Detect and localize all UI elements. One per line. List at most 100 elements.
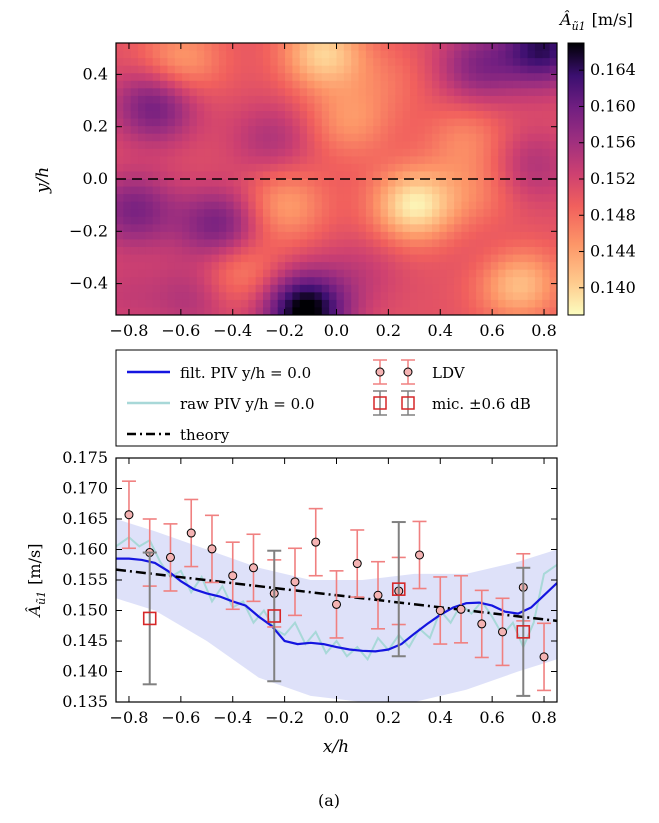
- heatmap-cell: [226, 111, 235, 120]
- heatmap-cell: [277, 133, 286, 142]
- heatmap-cell: [402, 299, 411, 309]
- heatmap-cell: [498, 73, 507, 82]
- heatmap-cell: [468, 148, 477, 157]
- heatmap-cell: [145, 95, 154, 105]
- heatmap-cell: [446, 118, 455, 127]
- heatmap-cell: [240, 247, 249, 256]
- heatmap-cell: [446, 254, 455, 263]
- heatmap-cell: [307, 73, 316, 82]
- heatmap-cell: [204, 126, 213, 135]
- heatmap-cell: [263, 103, 271, 112]
- heatmap-cell: [138, 95, 146, 105]
- heatmap-cell: [468, 231, 477, 241]
- heatmap-cell: [402, 224, 411, 233]
- heatmap-cell: [196, 201, 205, 210]
- heatmap-cell: [454, 179, 463, 188]
- heatmap-cell: [387, 269, 396, 278]
- heatmap-cell: [505, 126, 514, 135]
- heatmap-cell: [446, 126, 455, 135]
- heatmap-cell: [123, 186, 132, 195]
- heatmap-cell: [380, 262, 389, 271]
- heatmap-cell: [130, 88, 139, 97]
- heatmap-cell: [299, 103, 308, 112]
- line-y-tick-label: 0.165: [62, 509, 108, 528]
- heatmap-cell: [402, 254, 411, 263]
- heatmap-cell: [329, 231, 338, 241]
- heatmap-cell: [152, 186, 161, 195]
- heatmap-cell: [189, 299, 198, 309]
- heatmap-cell: [358, 80, 367, 89]
- heatmap-cell: [145, 292, 154, 301]
- heatmap-cell: [123, 58, 132, 67]
- heatmap-cell: [248, 231, 257, 241]
- heatmap-cell: [196, 103, 205, 112]
- heatmap-cell: [527, 277, 536, 286]
- heatmap-cell: [299, 126, 308, 135]
- heatmap-cell: [402, 247, 411, 256]
- heatmap-cell: [549, 269, 557, 278]
- heatmap-cell: [410, 224, 418, 233]
- heatmap-cell: [218, 141, 227, 150]
- heatmap-cell: [314, 95, 323, 105]
- heatmap-cell: [410, 254, 418, 263]
- heatmap-cell: [218, 73, 227, 82]
- heatmap-cell: [424, 179, 433, 188]
- heatmap-cell: [358, 216, 367, 225]
- heatmap-cell: [446, 73, 455, 82]
- heatmap-cell: [468, 58, 477, 67]
- heatmap-cell: [299, 95, 308, 105]
- heatmap-cell: [160, 141, 169, 150]
- heatmap-cell: [321, 209, 330, 218]
- heatmap-cell: [196, 269, 205, 278]
- heatmap-cell: [116, 284, 124, 293]
- heatmap-cell: [351, 262, 360, 271]
- heatmap-cell: [365, 103, 374, 112]
- heatmap-cell: [307, 141, 316, 150]
- heatmap-cell: [387, 239, 396, 248]
- heatmap-cell: [468, 141, 477, 150]
- heatmap-cell: [490, 224, 499, 233]
- heatmap-cell: [321, 239, 330, 248]
- heatmap-cell: [395, 65, 404, 74]
- heatmap-cell: [410, 65, 418, 74]
- heatmap-cell: [218, 88, 227, 97]
- heatmap-cell: [483, 239, 492, 248]
- heatmap-cell: [498, 247, 507, 256]
- heatmap-cell: [123, 156, 132, 165]
- colorbar-label-sub: ũ1: [572, 20, 586, 33]
- heatmap-cell: [454, 80, 463, 89]
- heatmap-cell: [424, 284, 433, 293]
- heatmap-cell: [387, 163, 396, 173]
- heatmap-cell: [248, 299, 257, 309]
- heatmap-cell: [226, 88, 235, 97]
- heatmap-cell: [255, 163, 264, 173]
- heatmap-cell: [314, 126, 323, 135]
- heatmap-cell: [314, 299, 323, 309]
- heatmap-cell: [365, 148, 374, 157]
- heatmap-cell: [255, 201, 264, 210]
- heatmap-cell: [152, 133, 161, 142]
- heatmap-cell: [204, 209, 213, 218]
- heatmap-cell: [285, 307, 293, 315]
- heatmap-cell: [167, 254, 176, 263]
- heatmap-cell: [167, 88, 176, 97]
- heatmap-cell: [343, 231, 352, 241]
- heatmap-cell: [365, 171, 374, 180]
- heatmap-cell: [439, 88, 448, 97]
- heatmap-cell: [505, 277, 514, 286]
- heatmap-cell: [116, 262, 124, 271]
- heatmap-cell: [483, 179, 492, 188]
- heatmap-cell: [145, 277, 154, 286]
- heatmap-cell: [402, 58, 411, 67]
- heatmap-cell: [299, 179, 308, 188]
- heatmap-x-tick-label: 0.4: [428, 321, 453, 340]
- heatmap-cell: [387, 284, 396, 293]
- heatmap-cell: [534, 80, 543, 89]
- heatmap-cell: [439, 284, 448, 293]
- heatmap-cell: [549, 43, 557, 52]
- heatmap-cell: [468, 163, 477, 173]
- heatmap-cell: [204, 103, 213, 112]
- heatmap-cell: [204, 201, 213, 210]
- legend-swatch-ldv: [373, 359, 415, 385]
- heatmap-cell: [417, 95, 426, 105]
